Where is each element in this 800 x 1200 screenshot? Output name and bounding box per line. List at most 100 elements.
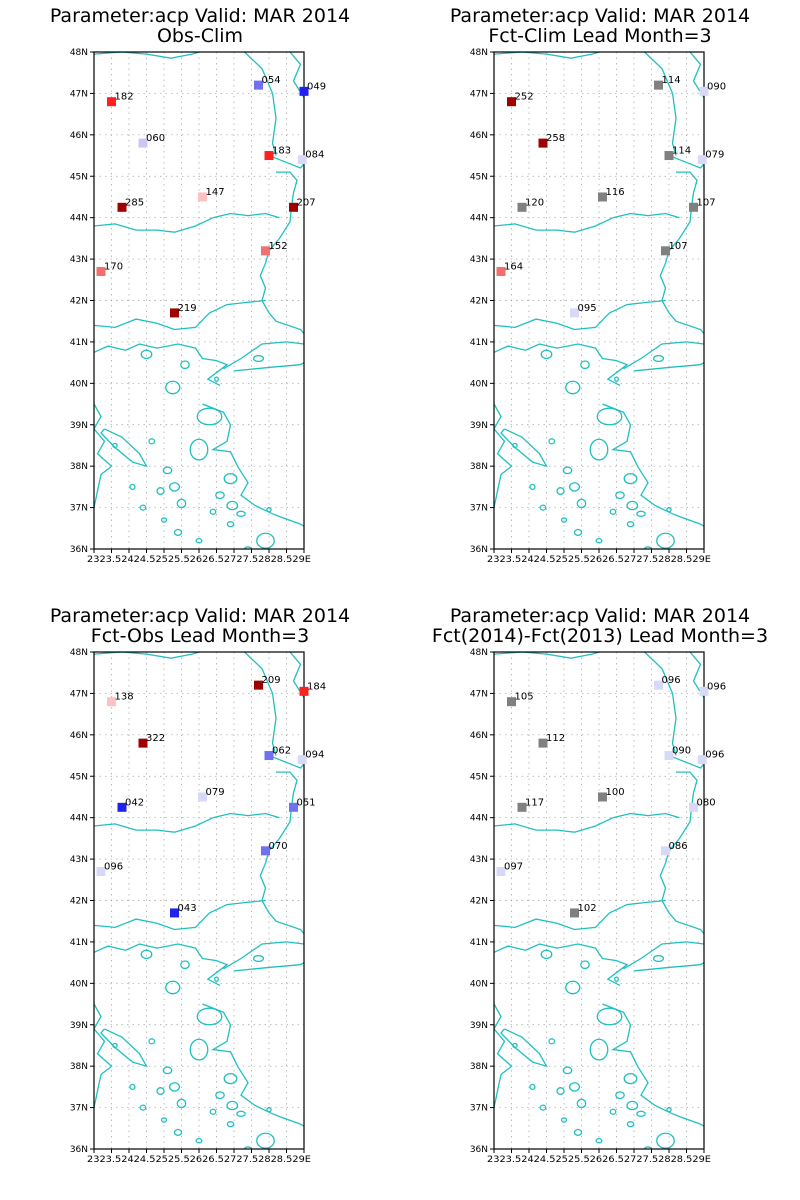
panel-3-lat-label: 36N (70, 1145, 88, 1155)
panel-3-lat-label: 38N (70, 1062, 88, 1072)
panel-1-station-marker (261, 246, 270, 256)
panel-2-station-label: 164 (504, 262, 523, 273)
panel-3-station-marker (289, 802, 298, 812)
panel-3-grid (94, 652, 304, 1149)
panel-3-station-label: 051 (297, 797, 316, 808)
panel-2-lat-label: 41N (470, 338, 488, 348)
panel-3-station-label: 138 (115, 692, 134, 703)
panel-1-station-label: 049 (307, 81, 326, 92)
panel-3-station-marker (198, 792, 207, 802)
panel-2-station-marker (697, 155, 707, 165)
panel-2-coastlines (494, 52, 704, 549)
panel-1-station-marker (170, 308, 179, 318)
panel-2-station-label: 079 (705, 150, 724, 161)
panel-3-station-label: 322 (146, 733, 165, 744)
panel-2-lat-label: 45N (470, 172, 488, 182)
panel-2-title-parameter: Parameter:acp Valid: MAR 2014 (450, 5, 750, 27)
panel-3-lat-label: 40N (70, 979, 88, 989)
panel-2-lat-label: 37N (470, 504, 488, 514)
panel-2-lat-label: 47N (470, 89, 488, 99)
panel-4-lat-label: 43N (470, 855, 488, 865)
panel-2-station-label: 114 (672, 146, 691, 157)
panel-1-station-label: 147 (206, 187, 225, 198)
panel-1-station-label: 182 (115, 92, 134, 103)
panel-3-station-marker (297, 755, 307, 765)
panel-2-lat-label: 42N (470, 297, 488, 307)
panel-4-station-marker (654, 680, 663, 690)
panel-3-station-marker (254, 680, 263, 690)
panel-4-station-marker (517, 802, 527, 812)
panel-3-station-marker (107, 697, 116, 707)
panel-2-station-marker (570, 308, 579, 318)
panel-4-station-label: 100 (606, 787, 625, 798)
panel-1-lat-label: 42N (70, 297, 88, 307)
panel-2-station-label: 095 (578, 303, 597, 314)
panel-3-lat-label: 43N (70, 855, 88, 865)
panel-3-lat-label: 41N (70, 938, 88, 948)
panel-2-station-label: 114 (662, 75, 681, 86)
panel-4-station-marker (570, 908, 579, 918)
panel-2-lat-label: 43N (470, 255, 488, 265)
panel-4-coastlines (494, 652, 704, 1149)
panel-4-station-marker (697, 755, 707, 765)
panel-4-lat-label: 48N (470, 648, 488, 658)
panel-2-title-field: Fct-Clim Lead Month=3 (488, 25, 711, 47)
panel-1-station-marker (107, 97, 116, 107)
panel-1-lon-labels: 2323.52424.52525.52626.52727.52828.529E (87, 555, 311, 565)
panel-3-station-marker (299, 686, 309, 696)
panel-3-station-marker (96, 867, 106, 877)
panel-2-station-marker (699, 86, 709, 96)
panel-4-station-label: 080 (697, 797, 716, 808)
panel-1-station-label: 219 (178, 303, 197, 314)
panel-3-title-field: Fct-Obs Lead Month=3 (91, 625, 309, 647)
panel-1-title-parameter: Parameter:acp Valid: MAR 2014 (50, 5, 350, 27)
panel-1-station-label: 207 (297, 197, 316, 208)
panel-1-lat-label: 43N (70, 255, 88, 265)
panel-3-lat-label: 39N (70, 1021, 88, 1031)
panel-2-station-label: 258 (546, 133, 565, 144)
panel-4-station-marker (538, 738, 548, 748)
panel-1-station-label: 183 (272, 146, 291, 157)
panel-1-station-label: 285 (125, 197, 144, 208)
panel-1-station-marker (264, 151, 274, 161)
panel-3-station-marker (138, 738, 148, 748)
panel-4-station-marker (661, 846, 670, 856)
panel-1-lat-label: 46N (70, 131, 88, 141)
panel-4-station-marker (689, 802, 698, 812)
panel-3-lat-label: 47N (70, 689, 88, 699)
panel-4-lat-label: 42N (470, 897, 488, 907)
panel-1-station-label: 054 (262, 75, 281, 86)
panel-4-lat-label: 39N (470, 1021, 488, 1031)
panel-3-title-parameter: Parameter:acp Valid: MAR 2014 (50, 605, 350, 627)
panel-1-lat-label: 39N (70, 421, 88, 431)
panel-3-lat-label: 48N (70, 648, 88, 658)
panel-4-lat-label: 40N (470, 979, 488, 989)
panel-3-lon-labels: 2323.52424.52525.52626.52727.52828.529E (87, 1155, 311, 1165)
panel-2-station-label: 120 (525, 197, 544, 208)
panel-1-station-label: 152 (269, 241, 288, 252)
panel-3-station-marker (264, 751, 274, 761)
panel-1-station-marker (138, 138, 148, 148)
panel-1-station-label: 170 (104, 262, 123, 273)
panel-2-station-marker (598, 192, 607, 202)
panel-3-lat-label: 44N (70, 814, 88, 824)
panel-2-station-marker (538, 138, 548, 148)
panel-2-station-marker (689, 202, 698, 212)
panel-3-lat-label: 37N (70, 1104, 88, 1114)
panel-2-lat-label: 48N (470, 48, 488, 58)
panel-4: Parameter:acp Valid: MAR 2014Fct(2014)-F… (432, 605, 768, 1165)
panel-1-station-marker (96, 267, 106, 277)
panel-4-station-label: 097 (504, 862, 523, 873)
panel-4-station-label: 086 (669, 841, 688, 852)
panel-2-lat-label: 46N (470, 131, 488, 141)
panel-2-station-marker (661, 246, 670, 256)
panel-2-station-label: 116 (606, 187, 625, 198)
panel-4-title-field: Fct(2014)-Fct(2013) Lead Month=3 (432, 625, 768, 647)
panel-4-title-parameter: Parameter:acp Valid: MAR 2014 (450, 605, 750, 627)
panel-4-station-marker (507, 697, 516, 707)
panel-3-station-marker (261, 846, 270, 856)
panel-1-lat-label: 48N (70, 48, 88, 58)
